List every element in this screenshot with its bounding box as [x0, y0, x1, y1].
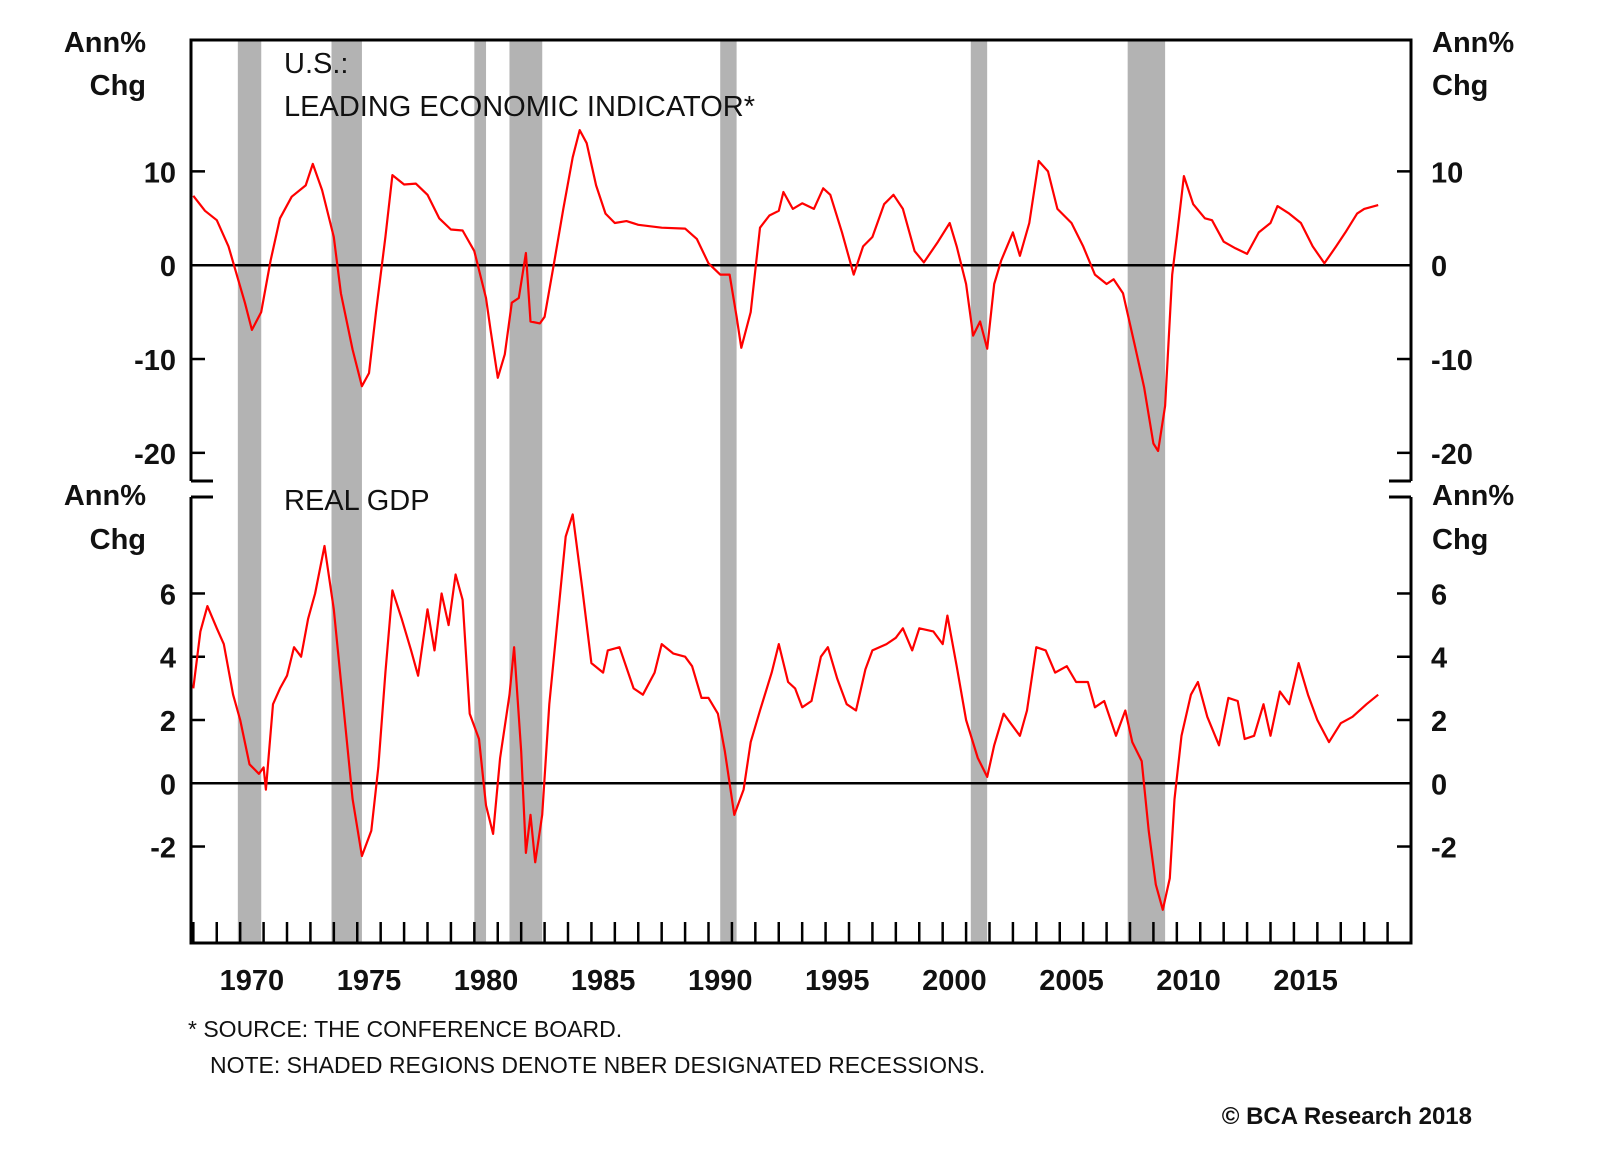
copyright: © BCA Research 2018 [1222, 1103, 1472, 1130]
y-tick-label-right: 0 [1431, 251, 1447, 283]
y-tick-label-left: -2 [150, 833, 176, 865]
y-tick-label-right: 4 [1431, 643, 1447, 675]
recession-band [1127, 40, 1166, 943]
top-left-unit-line2: Chg [90, 70, 146, 102]
top-right-unit-line1: Ann% [1432, 27, 1514, 59]
lei-series-line [192, 129, 1379, 453]
y-tick-label-left: -10 [134, 345, 176, 377]
bottom-left-unit-line2: Chg [90, 524, 146, 556]
y-tick-label-right: 2 [1431, 706, 1447, 738]
y-tick-label-left: 0 [160, 251, 176, 283]
top-panel-title-line2: LEADING ECONOMIC INDICATOR* [284, 91, 755, 123]
y-tick-label-left: 2 [160, 706, 176, 738]
y-tick-labels: 10 10 0 0 -10 -10 -20 -20 6 6 4 4 2 2 0 0 -2 -2 [134, 157, 1473, 864]
x-tick-label: 2000 [922, 965, 987, 997]
x-tick-label: 1970 [220, 965, 285, 997]
bottom-panel-border [189, 497, 1413, 945]
x-tick-label: 1980 [454, 965, 519, 997]
top-left-unit-line1: Ann% [64, 27, 146, 59]
source-note: * SOURCE: THE CONFERENCE BOARD. [188, 1016, 622, 1042]
y-tick-label-left: 10 [144, 157, 176, 189]
y-tick-label-left: 4 [160, 643, 176, 675]
recession-note: NOTE: SHADED REGIONS DENOTE NBER DESIGNA… [210, 1052, 985, 1078]
x-tick-label: 2005 [1039, 965, 1104, 997]
top-right-unit-line2: Chg [1432, 70, 1488, 102]
y-axis-ticks [191, 170, 1411, 848]
top-panel-border [189, 38, 1413, 481]
x-tick-label: 2015 [1273, 965, 1338, 997]
y-tick-label-left: 0 [160, 769, 176, 801]
y-tick-label-left: -20 [134, 439, 176, 471]
recession-band [237, 40, 262, 943]
top-panel-title-line1: U.S.: [284, 48, 348, 80]
x-tick-labels: 1970 1975 1980 1985 1990 1995 2000 2005 2010 2015 [220, 965, 1338, 997]
bottom-panel-title: REAL GDP [284, 485, 430, 517]
y-tick-label-right: 6 [1431, 579, 1447, 611]
gdp-series-line [192, 513, 1379, 911]
bottom-right-unit-line1: Ann% [1432, 480, 1514, 512]
series-lines [192, 129, 1379, 911]
x-tick-label: 1995 [805, 965, 870, 997]
x-tick-label: 2010 [1156, 965, 1221, 997]
x-tick-label: 1985 [571, 965, 636, 997]
y-tick-label-right: 0 [1431, 769, 1447, 801]
x-tick-label: 1975 [337, 965, 402, 997]
y-tick-label-right: 10 [1431, 157, 1463, 189]
recession-band [970, 40, 988, 943]
recession-band [474, 40, 487, 943]
x-tick-label: 1990 [688, 965, 753, 997]
recession-band [509, 40, 543, 943]
recession-band [331, 40, 362, 943]
bottom-left-unit-line1: Ann% [64, 480, 146, 512]
y-tick-label-right: -20 [1431, 439, 1473, 471]
y-tick-label-right: -10 [1431, 345, 1473, 377]
y-tick-label-right: -2 [1431, 833, 1457, 865]
bottom-right-unit-line2: Chg [1432, 524, 1488, 556]
x-axis-ticks [192, 922, 1389, 943]
y-tick-label-left: 6 [160, 579, 176, 611]
